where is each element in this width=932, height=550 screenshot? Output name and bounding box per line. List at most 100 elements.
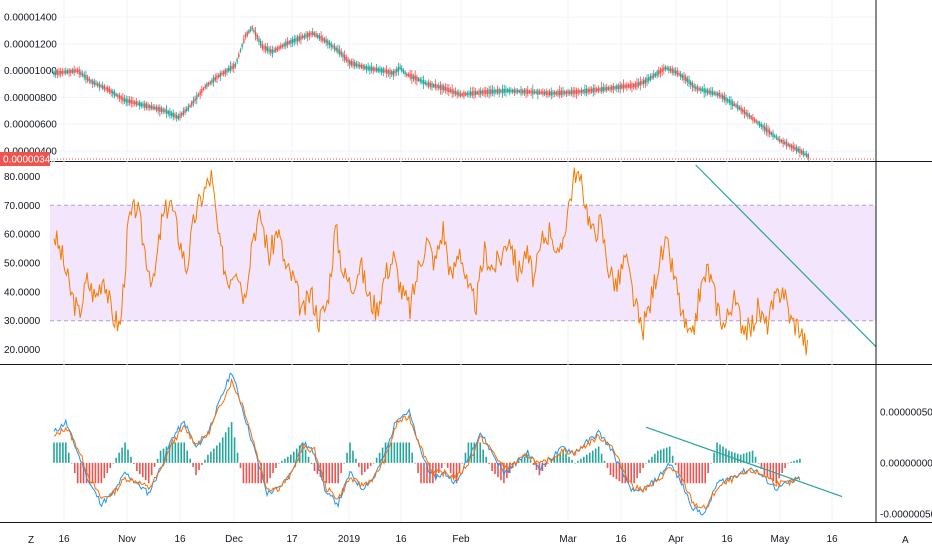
candle-body: [634, 82, 636, 88]
macd-histogram-bar: [257, 462, 260, 484]
candle-body: [177, 115, 180, 120]
macd-histogram-bar: [408, 442, 410, 463]
candle-body: [693, 84, 695, 89]
candle-body: [800, 150, 803, 154]
macd-histogram-bar: [553, 456, 556, 463]
candle-body: [570, 90, 573, 95]
macd-histogram-bar: [577, 460, 579, 463]
candle-body: [180, 113, 183, 116]
macd-histogram-bar: [304, 449, 307, 463]
price-pane[interactable]: 0.00001400 0.00001200 0.00001000 0.00000800…: [0, 13, 876, 166]
candle-body: [105, 87, 107, 90]
candle-body: [649, 75, 652, 81]
macd-histogram-bar: [796, 459, 798, 463]
candle-body: [170, 112, 173, 116]
candle-body: [784, 141, 786, 145]
candle-body: [718, 92, 720, 97]
candle-body: [73, 69, 75, 73]
macd-histogram-bar: [275, 462, 277, 468]
candle-body: [313, 32, 316, 36]
candle-body: [713, 92, 715, 95]
candle-body: [419, 79, 421, 82]
macd-histogram-bar: [665, 447, 668, 463]
candle-body: [466, 92, 468, 96]
candle-body: [716, 92, 719, 96]
candle-body: [758, 122, 761, 126]
macd-histogram-bar: [281, 460, 283, 463]
candle-body: [518, 90, 521, 93]
macd-histogram-bar: [73, 462, 76, 474]
candle-body: [397, 67, 400, 72]
candle-body: [301, 35, 304, 39]
candle-body: [562, 90, 564, 95]
macd-histogram-bar: [216, 445, 218, 463]
scale-auto-toggle-right[interactable]: A: [902, 535, 909, 546]
candle-body: [112, 90, 114, 95]
macd-histogram-bar: [287, 456, 289, 463]
candle-body: [565, 91, 568, 94]
macd-histogram-bar: [346, 452, 348, 463]
candle-body: [396, 68, 398, 73]
macd-histogram-bar: [710, 462, 712, 464]
candle-body: [244, 34, 247, 38]
x-tick-label: Apr: [668, 534, 684, 545]
candle-body: [283, 43, 285, 47]
macd-histogram-bar: [606, 462, 609, 468]
candle-body: [535, 91, 537, 94]
candle-body: [201, 89, 203, 93]
macd-histogram-bar: [171, 442, 174, 463]
candle-body: [273, 49, 275, 53]
candle-body: [500, 89, 502, 93]
candle-body: [65, 70, 67, 74]
candle-body: [668, 67, 670, 72]
candle-body: [390, 71, 393, 75]
macd-histogram-bar: [168, 444, 171, 463]
candle-body: [673, 69, 675, 74]
candle-body: [382, 68, 384, 73]
candle-body: [762, 125, 764, 129]
macd-histogram-bar: [322, 462, 325, 481]
macd-histogram-bar: [340, 462, 342, 474]
candle-body: [705, 89, 707, 93]
candle-body: [740, 107, 742, 112]
candle-body: [357, 63, 359, 67]
macd-pane[interactable]: 0.00000050 0.00000000 -0.00000050: [53, 372, 932, 520]
macd-histogram-bar: [538, 462, 541, 476]
candle-body: [338, 49, 341, 55]
time-scale[interactable]: 16 Nov 16 Dec 17 2019 16 Feb Mar 16 Apr 16 May 16: [58, 534, 838, 545]
price-y-tick-label: 0.00001400: [4, 13, 57, 24]
candle-body: [463, 91, 465, 97]
candle-body: [399, 66, 401, 70]
candle-body: [582, 89, 584, 93]
candle-body: [533, 91, 536, 94]
candle-body: [651, 75, 653, 79]
candle-body: [103, 86, 106, 90]
candle-body: [333, 45, 336, 51]
macd-histogram-bar: [600, 453, 603, 463]
candle-body: [752, 117, 754, 121]
candle-body: [666, 67, 668, 70]
macd-histogram-bar: [88, 462, 91, 484]
candle-body: [253, 29, 255, 33]
candle-body: [505, 88, 507, 93]
candle-body: [118, 95, 121, 99]
scale-auto-toggle-left[interactable]: Z: [28, 535, 34, 546]
candle-body: [458, 92, 460, 96]
macd-histogram-bar: [526, 454, 529, 463]
candle-body: [374, 67, 376, 71]
candle-body: [661, 68, 663, 72]
rsi-pane[interactable]: 80.0000 70.0000 60.0000 50.0000 40.0000 30.00…: [4, 164, 877, 356]
candle-body: [335, 47, 337, 51]
macd-histogram-bar: [509, 462, 511, 474]
candle-body: [636, 82, 638, 88]
candle-body: [516, 90, 519, 93]
candle-body: [785, 141, 788, 147]
candle-body: [254, 31, 257, 37]
macd-histogram-bar: [435, 462, 437, 479]
candle-body: [567, 90, 569, 95]
macd-histogram-bar: [547, 462, 550, 464]
macd-histogram-bar: [778, 462, 780, 479]
macd-histogram-bar: [781, 462, 783, 474]
candle-body: [774, 135, 776, 138]
